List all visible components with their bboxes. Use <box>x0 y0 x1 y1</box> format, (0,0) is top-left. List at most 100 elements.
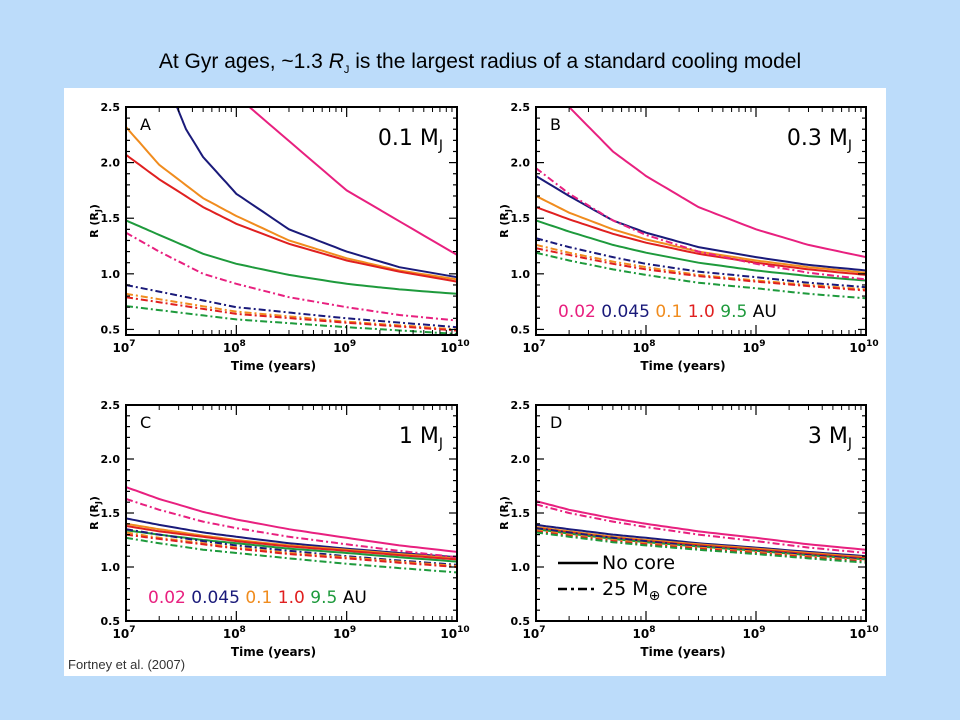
panel-b: 0.5 1.0 1.5 2.0 2.5 107 108 109 1010 Time (years)… <box>498 101 879 373</box>
series-line-10 <box>536 251 866 300</box>
title-sub: J <box>343 64 350 77</box>
y-axis-label: R (RJ) <box>498 496 513 530</box>
color-legend: 0.02 0.045 0.1 1.0 9.5 AU <box>148 588 367 608</box>
panel-letter: C <box>140 413 151 432</box>
y-tick-label: 2.0 <box>101 157 121 170</box>
series-line-9 <box>126 533 457 568</box>
x-tick-label: 107 <box>523 339 546 355</box>
series-line-1 <box>536 500 866 551</box>
series-line-4 <box>126 154 457 283</box>
x-tick-label: 109 <box>333 625 356 641</box>
x-tick-label: 107 <box>523 625 546 641</box>
y-tick-label: 0.5 <box>101 323 121 336</box>
series-line-4 <box>126 525 457 561</box>
panel-letter: D <box>550 413 562 432</box>
series-line-6 <box>536 503 866 554</box>
mass-label: 3 MJ <box>808 424 852 452</box>
title-pre: At Gyr ages, ~1.3 <box>158 50 329 73</box>
series-line-2 <box>126 517 457 559</box>
y-tick-label: 2.0 <box>511 453 531 466</box>
y-tick-label: 2.5 <box>101 101 121 114</box>
x-tick-label: 109 <box>743 625 766 641</box>
color-legend: 0.02 0.045 0.1 1.0 9.5 AU <box>558 302 777 322</box>
x-tick-label: 107 <box>113 625 136 641</box>
series-line-10 <box>126 536 457 574</box>
series-line-10 <box>126 305 457 335</box>
series-line-6 <box>126 498 457 559</box>
mass-label: 1 MJ <box>399 424 443 452</box>
y-axis-label: R (RJ) <box>498 204 513 238</box>
panel-c: 0.5 1.0 1.5 2.0 2.5 107 108 109 1010 Time (years)… <box>88 399 470 659</box>
title-post: is the largest radius of a standard cool… <box>349 50 802 73</box>
x-tick-label: 108 <box>223 339 246 355</box>
series-line-8 <box>126 292 457 331</box>
y-axis-label: R (RJ) <box>88 204 103 238</box>
series-line-9 <box>536 247 866 292</box>
series-line-4 <box>536 206 866 276</box>
series-line-7 <box>536 527 866 561</box>
y-tick-label: 2.5 <box>101 399 121 412</box>
x-tick-label: 108 <box>633 625 656 641</box>
panel-a: 0.5 1.0 1.5 2.0 2.5 107 108 109 1010 Time (years)… <box>88 101 470 373</box>
figure-credit: Fortney et al. (2007) <box>68 657 186 672</box>
series-line-2 <box>536 523 866 558</box>
x-tick-label: 108 <box>223 625 246 641</box>
series-group <box>126 107 457 335</box>
y-tick-label: 1.5 <box>511 212 531 225</box>
x-tick-label: 1010 <box>849 339 878 355</box>
y-tick-label: 2.5 <box>511 101 531 114</box>
y-tick-label: 1.0 <box>511 268 531 281</box>
series-line-7 <box>536 237 866 289</box>
y-axis-label: R (RJ) <box>88 496 103 530</box>
y-tick-label: 2.0 <box>101 453 121 466</box>
series-line-2 <box>536 175 866 272</box>
panel-letter: A <box>140 115 151 134</box>
chart-figure: 0.5 1.0 1.5 2.0 2.5 107 108 109 1010 Time (years)… <box>88 101 879 659</box>
series-line-7 <box>126 528 457 566</box>
x-axis-label: Time (years) <box>231 359 316 373</box>
style-legend-label: No core <box>602 552 675 574</box>
series-line-2 <box>176 107 457 279</box>
x-tick-label: 1010 <box>440 339 469 355</box>
panel-d: 0.5 1.0 1.5 2.0 2.5 107 108 109 1010 Time (years)… <box>498 399 879 659</box>
series-line-5 <box>536 219 866 282</box>
panel-letter: B <box>550 115 561 134</box>
x-tick-label: 1010 <box>440 625 469 641</box>
y-tick-label: 1.0 <box>101 268 121 281</box>
x-tick-label: 108 <box>633 339 656 355</box>
y-tick-label: 0.5 <box>511 615 531 628</box>
series-group <box>536 107 866 300</box>
series-line-8 <box>536 529 866 562</box>
series-line-3 <box>126 126 457 281</box>
y-tick-label: 0.5 <box>511 323 531 336</box>
x-tick-label: 1010 <box>849 625 878 641</box>
series-line-1 <box>126 486 457 553</box>
style-legend-label: 25 M⊕ core <box>602 578 708 604</box>
series-group <box>126 486 457 574</box>
plot-frame <box>125 106 458 336</box>
y-tick-label: 2.0 <box>511 157 531 170</box>
series-line-10 <box>536 531 866 564</box>
y-tick-label: 0.5 <box>101 615 121 628</box>
series-line-1 <box>247 107 457 256</box>
y-tick-label: 2.5 <box>511 399 531 412</box>
y-tick-label: 1.5 <box>101 212 121 225</box>
plot-frame <box>535 106 867 336</box>
series-line-3 <box>126 522 457 560</box>
x-tick-label: 107 <box>113 339 136 355</box>
series-line-9 <box>126 296 457 332</box>
series-line-5 <box>126 219 457 295</box>
series-line-1 <box>567 107 866 259</box>
series-line-7 <box>126 284 457 329</box>
x-axis-label: Time (years) <box>231 645 316 659</box>
x-tick-label: 109 <box>743 339 766 355</box>
y-tick-label: 1.0 <box>101 561 121 574</box>
y-tick-label: 1.5 <box>101 507 121 520</box>
mass-label: 0.1 MJ <box>378 126 443 154</box>
x-tick-label: 109 <box>333 339 356 355</box>
x-axis-label: Time (years) <box>640 645 725 659</box>
series-line-8 <box>536 243 866 291</box>
title-r: R <box>328 50 344 73</box>
figure: 0.5 1.0 1.5 2.0 2.5 107 108 109 1010 Time (years)… <box>64 88 886 676</box>
series-line-9 <box>536 530 866 563</box>
